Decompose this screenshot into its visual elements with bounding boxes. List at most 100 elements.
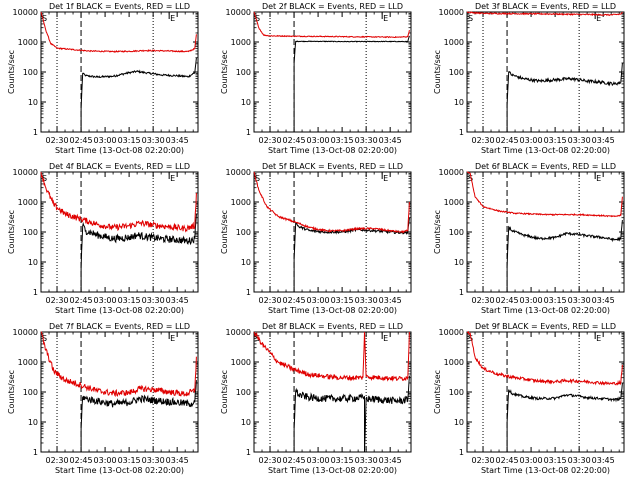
series-line-lld xyxy=(40,171,197,233)
y-tick-label: 1000 xyxy=(18,198,38,207)
corner-start-marker: S xyxy=(42,174,47,183)
x-tick-label: 02:45 xyxy=(70,456,93,465)
y-tick-label: 1 xyxy=(33,128,38,137)
y-tick-label: 100 xyxy=(449,228,464,237)
x-tick-label: 03:15 xyxy=(544,296,567,305)
y-axis-label: Counts/sec xyxy=(7,210,16,254)
y-tick-label: 100 xyxy=(23,388,38,397)
x-tick-label: 03:15 xyxy=(544,456,567,465)
y-tick-label: 100 xyxy=(23,228,38,237)
y-tick-label: 1000 xyxy=(444,198,464,207)
y-tick-label: 10 xyxy=(28,418,38,427)
series-line-lld xyxy=(40,331,197,398)
x-tick-label: 03:15 xyxy=(118,296,141,305)
y-tick-label: 1000 xyxy=(18,38,38,47)
y-tick-label: 1 xyxy=(246,128,251,137)
panel-title: Det 7f BLACK = Events, RED = LLD xyxy=(49,322,190,331)
corner-end-marker: E xyxy=(383,174,388,183)
y-tick-label: 10000 xyxy=(226,8,251,17)
x-tick-label: 03:00 xyxy=(94,136,117,145)
series-line-lld xyxy=(40,11,197,53)
plot-frame xyxy=(40,331,199,453)
x-tick-label: 02:45 xyxy=(283,136,306,145)
x-tick-label: 03:00 xyxy=(520,136,543,145)
plot-frame xyxy=(466,331,625,453)
series-line-lld xyxy=(467,11,623,17)
plot-frame xyxy=(40,11,199,133)
corner-start-marker: S xyxy=(42,14,47,23)
y-tick-label: 1000 xyxy=(231,358,251,367)
series-line-events xyxy=(506,62,623,132)
x-tick-label: 02:30 xyxy=(258,456,281,465)
x-tick-label: 03:30 xyxy=(568,136,591,145)
y-tick-label: 100 xyxy=(236,68,251,77)
y-axis-label: Counts/sec xyxy=(220,50,229,94)
y-tick-label: 10 xyxy=(454,418,464,427)
corner-end-marker: E xyxy=(170,14,175,23)
y-tick-label: 10 xyxy=(241,258,251,267)
panel-title: Det 6f BLACK = Events, RED = LLD xyxy=(475,162,616,171)
corner-end-marker: E xyxy=(170,174,175,183)
x-tick-label: 02:30 xyxy=(471,456,494,465)
plot-frame xyxy=(253,11,412,133)
x-tick-label: 02:30 xyxy=(45,296,68,305)
y-tick-label: 1 xyxy=(459,288,464,297)
x-tick-label: 03:15 xyxy=(118,456,141,465)
y-axis-label: Counts/sec xyxy=(7,50,16,94)
corner-end-marker: E xyxy=(383,14,388,23)
x-tick-label: 03:30 xyxy=(568,456,591,465)
y-tick-label: 1000 xyxy=(444,38,464,47)
y-tick-label: 10000 xyxy=(439,328,464,337)
x-tick-label: 03:30 xyxy=(355,136,378,145)
x-tick-label: 02:45 xyxy=(496,456,519,465)
x-tick-label: 02:30 xyxy=(45,456,68,465)
panel-2: Det 2f BLACK = Events, RED = LLD 1 10 100 10… xyxy=(220,2,412,155)
y-tick-label: 10000 xyxy=(226,328,251,337)
panel-9: Det 9f BLACK = Events, RED = LLD 1 10 100 10… xyxy=(433,322,625,475)
corner-start-marker: S xyxy=(255,14,260,23)
x-tick-label: 03:30 xyxy=(142,456,165,465)
corner-start-marker: S xyxy=(42,334,47,343)
y-tick-label: 1000 xyxy=(231,38,251,47)
x-tick-label: 03:00 xyxy=(520,296,543,305)
y-tick-label: 100 xyxy=(449,388,464,397)
panel-title: Det 9f BLACK = Events, RED = LLD xyxy=(475,322,616,331)
x-tick-label: 03:45 xyxy=(166,296,189,305)
x-tick-label: 03:15 xyxy=(118,136,141,145)
x-axis-label: Start Time (13-Oct-08 02:20:00) xyxy=(268,146,397,155)
y-tick-label: 1000 xyxy=(444,358,464,367)
x-tick-label: 02:45 xyxy=(70,136,93,145)
y-tick-label: 10000 xyxy=(13,8,38,17)
y-tick-label: 100 xyxy=(23,68,38,77)
series-line-events xyxy=(293,35,410,132)
x-tick-label: 03:00 xyxy=(307,296,330,305)
x-axis-label: Start Time (13-Oct-08 02:20:00) xyxy=(268,306,397,315)
plot-frame xyxy=(466,171,625,293)
corner-end-marker: E xyxy=(596,14,601,23)
panel-title: Det 1f BLACK = Events, RED = LLD xyxy=(49,2,190,11)
y-tick-label: 10000 xyxy=(226,168,251,177)
y-tick-label: 10000 xyxy=(13,328,38,337)
x-tick-label: 03:15 xyxy=(331,456,354,465)
y-tick-label: 1 xyxy=(246,448,251,457)
y-tick-label: 10 xyxy=(241,418,251,427)
x-tick-label: 03:30 xyxy=(142,136,165,145)
corner-start-marker: S xyxy=(468,334,473,343)
y-tick-label: 100 xyxy=(236,228,251,237)
x-tick-label: 02:45 xyxy=(283,296,306,305)
corner-end-marker: E xyxy=(383,334,388,343)
x-tick-label: 03:30 xyxy=(355,456,378,465)
x-tick-label: 02:45 xyxy=(70,296,93,305)
series-line-events xyxy=(293,375,410,453)
y-axis-label: Counts/sec xyxy=(433,210,442,254)
x-axis-label: Start Time (13-Oct-08 02:20:00) xyxy=(268,466,397,475)
y-tick-label: 10000 xyxy=(439,8,464,17)
series-line-lld xyxy=(466,330,623,386)
x-tick-label: 03:45 xyxy=(379,296,402,305)
series-line-lld xyxy=(253,331,410,382)
y-axis-label: Counts/sec xyxy=(433,370,442,414)
x-tick-label: 03:45 xyxy=(166,456,189,465)
panel-5: Det 5f BLACK = Events, RED = LLD 1 10 100 10… xyxy=(220,162,412,315)
panel-title: Det 5f BLACK = Events, RED = LLD xyxy=(262,162,403,171)
